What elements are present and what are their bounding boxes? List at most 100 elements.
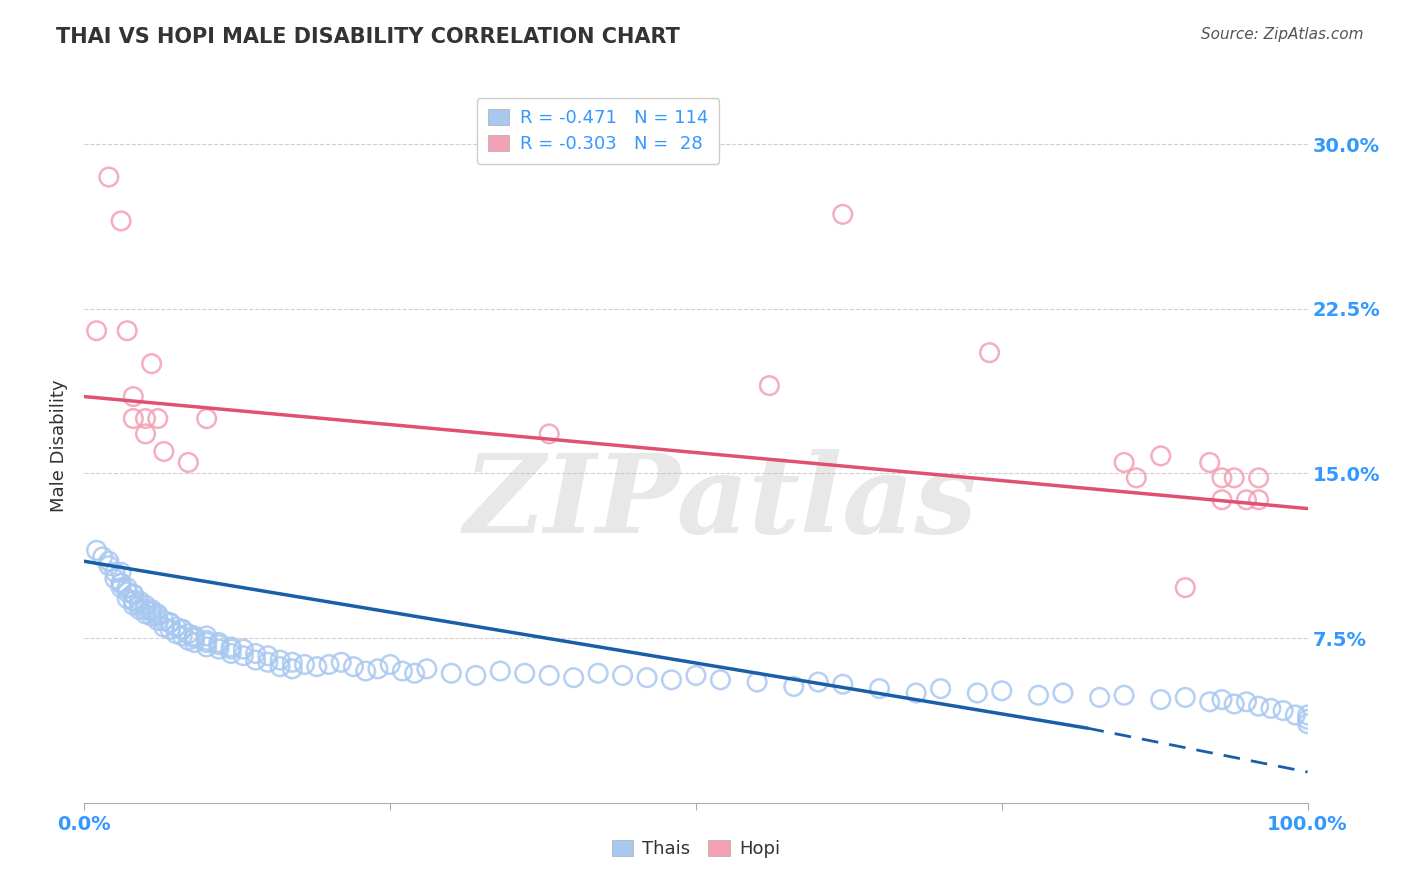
Point bbox=[153, 620, 176, 634]
Point bbox=[165, 626, 187, 640]
Point bbox=[245, 653, 267, 667]
Point bbox=[86, 324, 108, 338]
Point bbox=[177, 633, 200, 648]
Point bbox=[1198, 695, 1220, 709]
Point bbox=[1211, 471, 1233, 485]
Point bbox=[1174, 581, 1197, 595]
Point bbox=[404, 666, 426, 681]
Point bbox=[747, 675, 769, 690]
Point bbox=[586, 666, 609, 681]
Text: Source: ZipAtlas.com: Source: ZipAtlas.com bbox=[1201, 27, 1364, 42]
Point bbox=[128, 594, 150, 608]
Point bbox=[146, 411, 169, 425]
Point bbox=[97, 169, 120, 184]
Point bbox=[1236, 492, 1258, 507]
Point bbox=[538, 426, 561, 441]
Point bbox=[831, 677, 853, 691]
Point bbox=[831, 207, 853, 221]
Point bbox=[172, 623, 194, 637]
Point bbox=[232, 648, 254, 663]
Point bbox=[1174, 690, 1197, 705]
Point bbox=[807, 675, 830, 690]
Point bbox=[115, 591, 138, 606]
Point bbox=[562, 671, 585, 685]
Point bbox=[183, 635, 205, 649]
Point bbox=[122, 594, 145, 608]
Point bbox=[115, 585, 138, 599]
Point bbox=[709, 673, 731, 687]
Point bbox=[195, 635, 218, 649]
Point bbox=[1296, 716, 1319, 731]
Point bbox=[172, 623, 194, 637]
Point bbox=[97, 554, 120, 568]
Point bbox=[1284, 708, 1306, 723]
Point bbox=[1223, 697, 1246, 711]
Point bbox=[440, 666, 463, 681]
Point bbox=[367, 662, 389, 676]
Point bbox=[135, 411, 157, 425]
Point bbox=[257, 655, 280, 669]
Point bbox=[1247, 471, 1270, 485]
Point bbox=[1052, 686, 1074, 700]
Point bbox=[391, 664, 413, 678]
Point bbox=[661, 673, 683, 687]
Text: ZIPatlas: ZIPatlas bbox=[464, 450, 977, 557]
Point bbox=[110, 576, 132, 591]
Point bbox=[1088, 690, 1111, 705]
Point bbox=[905, 686, 928, 700]
Point bbox=[219, 647, 242, 661]
Point bbox=[104, 566, 127, 580]
Point bbox=[538, 668, 561, 682]
Point bbox=[110, 214, 132, 228]
Point bbox=[195, 633, 218, 648]
Point bbox=[685, 668, 707, 682]
Point bbox=[159, 615, 181, 630]
Point bbox=[135, 607, 157, 621]
Point bbox=[1247, 492, 1270, 507]
Point bbox=[183, 631, 205, 645]
Point bbox=[122, 411, 145, 425]
Point bbox=[159, 623, 181, 637]
Y-axis label: Male Disability: Male Disability bbox=[51, 380, 69, 512]
Point bbox=[177, 626, 200, 640]
Point bbox=[281, 662, 304, 676]
Point bbox=[869, 681, 891, 696]
Point bbox=[219, 642, 242, 657]
Point bbox=[153, 444, 176, 458]
Point bbox=[86, 543, 108, 558]
Point bbox=[159, 615, 181, 630]
Point bbox=[165, 620, 187, 634]
Point bbox=[141, 605, 163, 619]
Point bbox=[636, 671, 658, 685]
Point bbox=[1198, 455, 1220, 469]
Point bbox=[195, 640, 218, 654]
Point bbox=[380, 657, 402, 672]
Point bbox=[110, 566, 132, 580]
Point bbox=[128, 602, 150, 616]
Point bbox=[208, 638, 231, 652]
Point bbox=[464, 668, 486, 682]
Legend: Thais, Hopi: Thais, Hopi bbox=[605, 832, 787, 865]
Point bbox=[122, 390, 145, 404]
Point bbox=[342, 659, 364, 673]
Point bbox=[146, 614, 169, 628]
Point bbox=[1150, 692, 1173, 706]
Point bbox=[1272, 704, 1295, 718]
Point bbox=[153, 614, 176, 628]
Point bbox=[294, 657, 316, 672]
Point bbox=[513, 666, 536, 681]
Point bbox=[929, 681, 952, 696]
Point bbox=[416, 662, 439, 676]
Point bbox=[135, 598, 157, 612]
Point bbox=[183, 629, 205, 643]
Point bbox=[991, 683, 1014, 698]
Point bbox=[979, 345, 1001, 359]
Point bbox=[208, 642, 231, 657]
Point bbox=[110, 576, 132, 591]
Point bbox=[172, 629, 194, 643]
Point bbox=[1260, 701, 1282, 715]
Point bbox=[104, 572, 127, 586]
Point bbox=[122, 594, 145, 608]
Point bbox=[208, 635, 231, 649]
Point bbox=[1125, 471, 1147, 485]
